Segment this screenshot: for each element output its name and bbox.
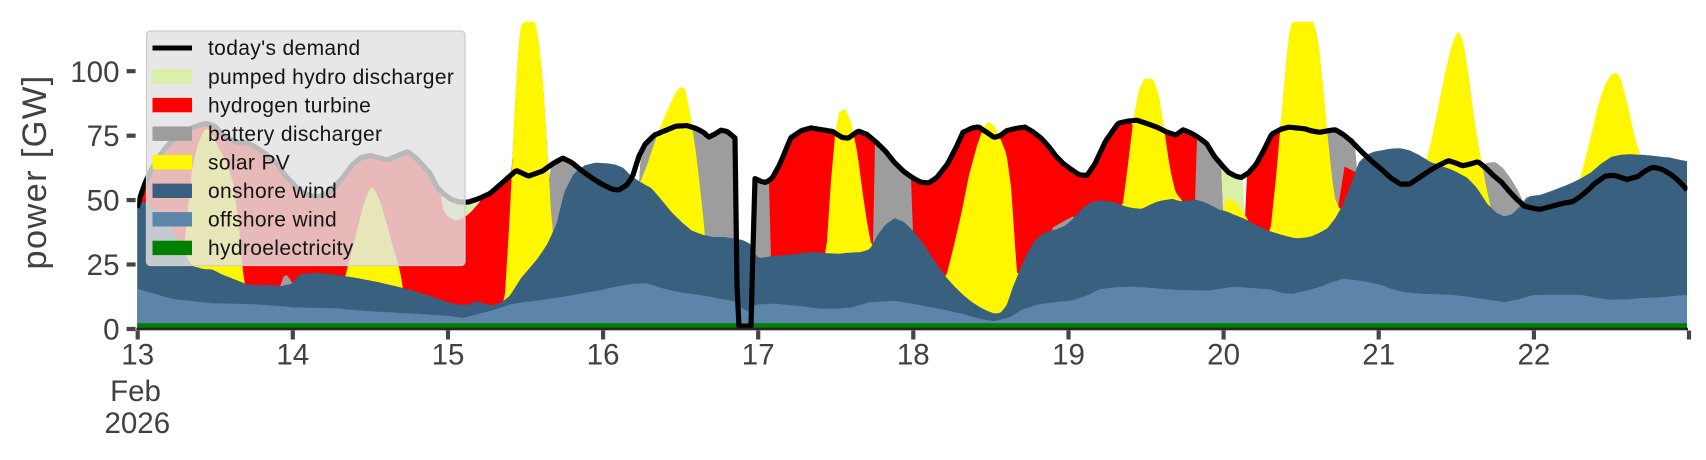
svg-text:power [GW]: power [GW]	[16, 74, 54, 269]
svg-text:17: 17	[742, 339, 775, 372]
svg-text:pumped hydro discharger: pumped hydro discharger	[208, 66, 454, 89]
svg-text:15: 15	[432, 339, 465, 372]
svg-text:2026: 2026	[104, 407, 170, 440]
svg-text:50: 50	[87, 185, 120, 218]
svg-text:13: 13	[121, 339, 154, 372]
svg-text:25: 25	[87, 249, 120, 282]
svg-text:onshore wind: onshore wind	[208, 180, 337, 203]
svg-text:21: 21	[1362, 339, 1395, 372]
svg-text:offshore wind: offshore wind	[208, 209, 337, 232]
svg-text:20: 20	[1207, 339, 1240, 372]
svg-text:18: 18	[897, 339, 930, 372]
svg-text:22: 22	[1517, 339, 1550, 372]
svg-text:today's demand: today's demand	[208, 37, 361, 60]
svg-text:Feb: Feb	[110, 375, 161, 408]
svg-text:16: 16	[587, 339, 620, 372]
svg-text:solar PV: solar PV	[208, 151, 290, 174]
svg-text:battery discharger: battery discharger	[208, 123, 382, 146]
svg-text:100: 100	[70, 56, 119, 89]
svg-text:14: 14	[276, 339, 309, 372]
svg-text:hydrogen turbine: hydrogen turbine	[208, 94, 371, 117]
svg-text:hydroelectricity: hydroelectricity	[208, 237, 354, 260]
svg-text:19: 19	[1052, 339, 1085, 372]
svg-text:75: 75	[87, 120, 120, 153]
svg-text:0: 0	[103, 314, 119, 347]
